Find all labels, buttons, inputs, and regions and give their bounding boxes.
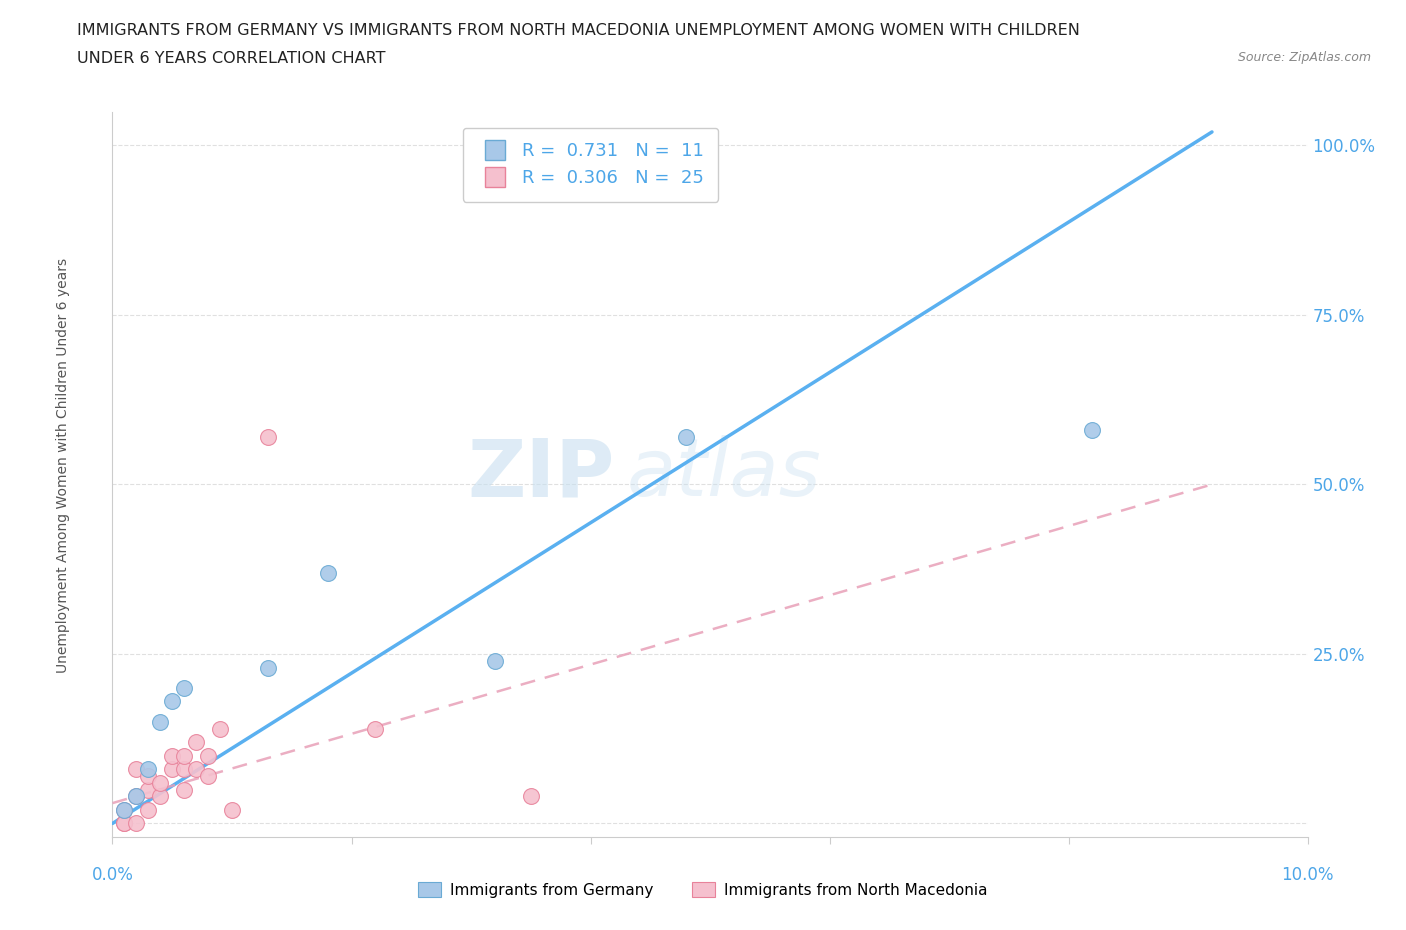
Point [364,721,387,736]
Point [197,749,219,764]
Text: atlas: atlas [627,435,821,513]
Point [173,681,195,696]
Legend: Immigrants from Germany, Immigrants from North Macedonia: Immigrants from Germany, Immigrants from… [412,875,994,904]
Text: 0.0%: 0.0% [91,866,134,884]
Text: ZIP: ZIP [467,435,614,513]
Text: Unemployment Among Women with Children Under 6 years: Unemployment Among Women with Children U… [56,258,70,672]
Point [138,782,160,797]
Point [520,789,543,804]
Point [1081,423,1104,438]
Point [162,694,183,709]
Point [257,660,280,675]
Point [173,782,195,797]
Point [114,816,135,830]
Point [125,789,148,804]
Point [316,565,339,580]
Point [209,721,232,736]
Text: IMMIGRANTS FROM GERMANY VS IMMIGRANTS FROM NORTH MACEDONIA UNEMPLOYMENT AMONG WO: IMMIGRANTS FROM GERMANY VS IMMIGRANTS FR… [77,23,1080,38]
Point [138,803,160,817]
Point [149,789,172,804]
Text: Source: ZipAtlas.com: Source: ZipAtlas.com [1237,51,1371,64]
Point [173,749,195,764]
Text: UNDER 6 YEARS CORRELATION CHART: UNDER 6 YEARS CORRELATION CHART [77,51,385,66]
Text: 10.0%: 10.0% [1281,866,1334,884]
Point [173,762,195,777]
Point [162,762,183,777]
Point [138,762,160,777]
Point [484,653,506,668]
Point [114,803,135,817]
Point [149,714,172,729]
Point [138,768,160,783]
Point [114,803,135,817]
Point [675,430,697,445]
Point [197,768,219,783]
Point [125,789,148,804]
Point [186,735,208,750]
Point [221,803,243,817]
Point [257,430,280,445]
Point [149,776,172,790]
Point [162,749,183,764]
Point [186,762,208,777]
Point [114,816,135,830]
Legend: R =  0.731   N =  11, R =  0.306   N =  25: R = 0.731 N = 11, R = 0.306 N = 25 [463,128,718,202]
Point [125,762,148,777]
Point [125,816,148,830]
